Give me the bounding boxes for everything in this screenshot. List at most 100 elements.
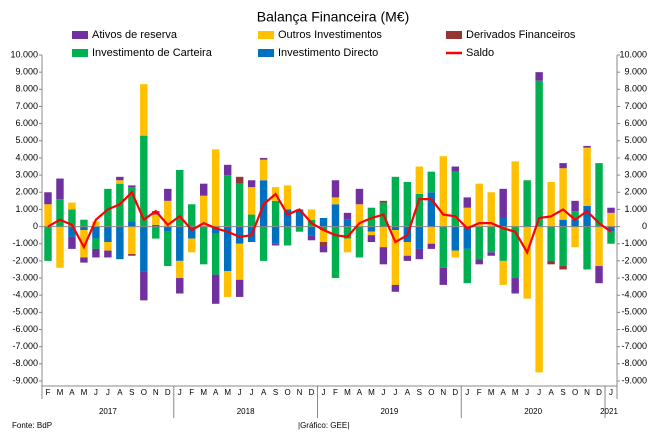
y-tick-label: -6.000 [12,324,38,334]
y-tick-label: -8.000 [12,358,38,368]
bar [331,197,340,205]
legend-label: Outros Investimentos [278,29,382,41]
bar [164,231,172,267]
y-tick-label: -3.000 [12,272,38,282]
y-tick-label: 7.000 [15,101,38,111]
bar [223,175,232,227]
bar [211,233,220,275]
x-tick-label: N [153,388,159,397]
bar [415,193,424,227]
x-tick-label: F [189,388,194,397]
x-tick-label: J [106,388,110,397]
legend-swatch [72,49,88,57]
x-tick-label: F [46,388,51,397]
bar [379,247,388,265]
bar [343,212,352,220]
bar [128,254,136,256]
bar [367,231,376,236]
bar [200,183,208,196]
y2-tick-label: 8.000 [624,84,647,94]
y-tick-label: 2.000 [15,187,38,197]
y-tick-label: -4.000 [12,290,38,300]
x-tick-label: N [440,388,446,397]
bar [152,214,160,225]
bar [583,226,591,270]
x-tick-label: J [537,388,541,397]
y-tick-label: 8.000 [15,84,38,94]
bar [367,226,376,232]
y2-tick-label: -7.000 [621,341,647,351]
year-label: 2020 [524,407,542,416]
bar [271,226,280,244]
x-tick-label: N [297,388,303,397]
y2-tick-label: 3.000 [624,169,647,179]
bar [451,226,459,251]
x-tick-label: M [488,388,495,397]
bar [128,221,136,227]
bar [235,183,244,227]
bar [128,185,136,188]
y2-tick-label: 0 [642,221,647,231]
bar [259,157,268,160]
bar [283,209,292,227]
bar [188,204,196,227]
bar [463,226,471,249]
bar [128,226,136,255]
bar [427,192,436,227]
bar [571,211,579,220]
bar [152,211,160,215]
bar [188,226,196,239]
y-tick-label: -9.000 [12,375,38,385]
bar [164,200,172,227]
bar [379,226,388,248]
bar [283,185,292,210]
bar [104,188,112,227]
bar [211,149,220,227]
legend-swatch [258,31,274,39]
x-tick-label: S [560,388,565,397]
bar [535,226,543,373]
y-tick-label: -5.000 [12,307,38,317]
bar [271,200,280,227]
bar [331,226,340,279]
x-tick-label: A [357,388,363,397]
x-tick-label: A [548,388,554,397]
bar [511,161,519,227]
bar [463,248,471,284]
bar [152,224,160,227]
bar [44,204,52,227]
y2-tick-label: 10.000 [619,49,647,59]
y2-tick-label: -9.000 [621,375,647,385]
x-tick-label: D [165,388,171,397]
bar [271,243,280,246]
bar [44,226,52,261]
bar [116,180,124,184]
bar [235,226,244,244]
bar [487,252,495,256]
x-tick-label: J [250,388,254,397]
bar [415,166,424,194]
bar [56,226,64,268]
bar [415,226,424,249]
bar [104,250,112,258]
bar [343,219,352,227]
y-tick-label: 6.000 [15,118,38,128]
bar [140,135,148,227]
y2-tick-label: -4.000 [621,290,647,300]
bar [104,226,112,243]
chart-title: Balança Financeira (M€) [257,9,410,25]
bar [523,180,531,227]
bar [607,212,615,227]
y2-tick-label: -6.000 [621,324,647,334]
bar [223,271,232,297]
bar [391,176,400,227]
bar [595,163,603,227]
y2-tick-label: 4.000 [624,152,647,162]
bar [475,183,483,227]
bar [499,226,507,261]
bar [176,278,184,294]
bar [295,209,304,227]
credit: |Gráfico: GEE| [298,421,349,430]
bar [319,226,328,231]
bar [80,226,88,231]
